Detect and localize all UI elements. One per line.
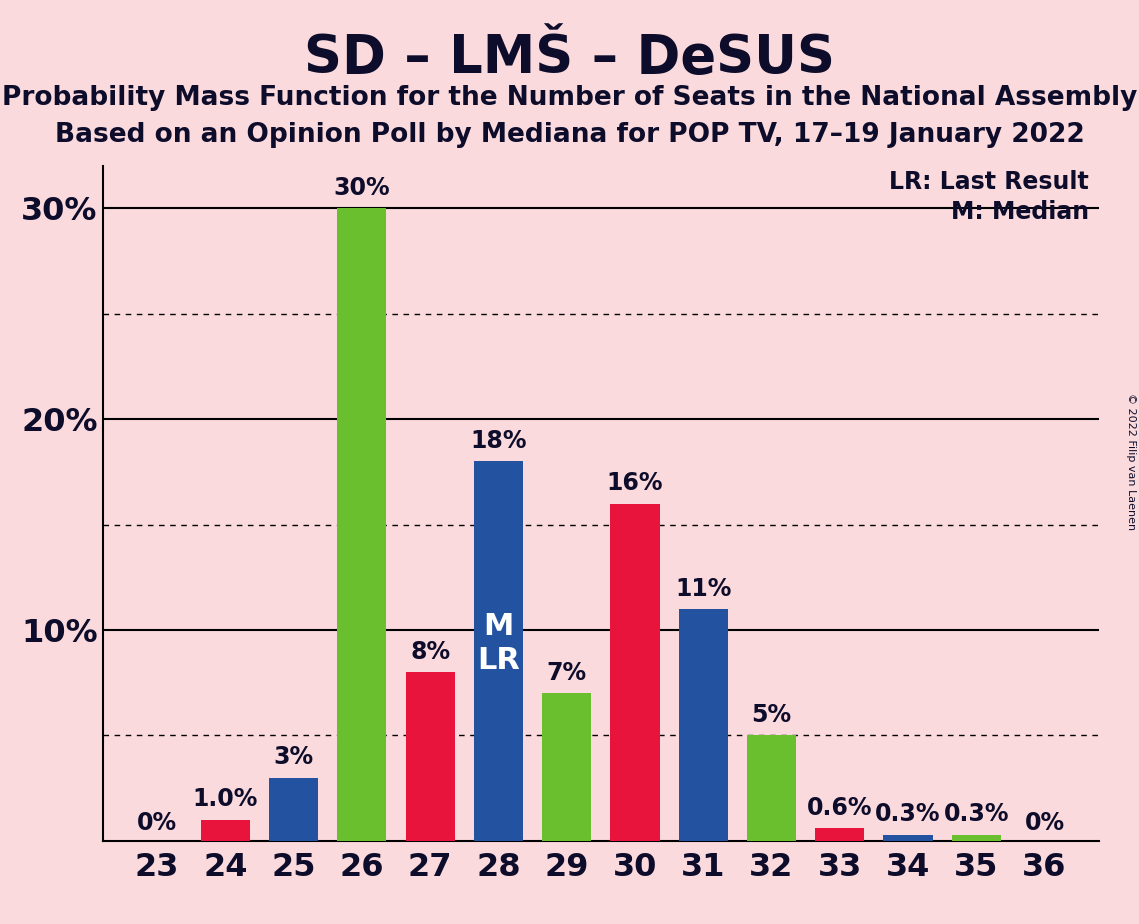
Text: 0.3%: 0.3% bbox=[943, 802, 1009, 826]
Text: 18%: 18% bbox=[470, 429, 526, 453]
Bar bbox=[884, 834, 933, 841]
Bar bbox=[542, 693, 591, 841]
Text: SD – LMŠ – DeSUS: SD – LMŠ – DeSUS bbox=[304, 32, 835, 84]
Bar bbox=[679, 609, 728, 841]
Text: 3%: 3% bbox=[273, 745, 313, 769]
Text: 16%: 16% bbox=[607, 471, 663, 495]
Bar bbox=[611, 504, 659, 841]
Text: 11%: 11% bbox=[675, 577, 731, 601]
Bar bbox=[747, 736, 796, 841]
Bar bbox=[200, 820, 249, 841]
Text: 5%: 5% bbox=[752, 703, 792, 727]
Bar bbox=[816, 828, 865, 841]
Bar bbox=[405, 673, 454, 841]
Text: 30%: 30% bbox=[334, 176, 391, 201]
Text: LR: Last Result: LR: Last Result bbox=[890, 170, 1089, 194]
Text: M: Median: M: Median bbox=[951, 201, 1089, 224]
Bar bbox=[952, 834, 1001, 841]
Text: 0%: 0% bbox=[137, 810, 178, 834]
Text: 0.3%: 0.3% bbox=[875, 802, 941, 826]
Text: 7%: 7% bbox=[547, 661, 587, 685]
Text: 8%: 8% bbox=[410, 639, 450, 663]
Text: 1.0%: 1.0% bbox=[192, 787, 259, 811]
Text: Based on an Opinion Poll by Mediana for POP TV, 17–19 January 2022: Based on an Opinion Poll by Mediana for … bbox=[55, 122, 1084, 148]
Bar bbox=[474, 461, 523, 841]
Text: 0.6%: 0.6% bbox=[808, 796, 872, 820]
Bar bbox=[269, 778, 318, 841]
Bar bbox=[337, 209, 386, 841]
Text: M
LR: M LR bbox=[477, 613, 519, 675]
Text: Probability Mass Function for the Number of Seats in the National Assembly: Probability Mass Function for the Number… bbox=[2, 85, 1137, 111]
Text: 0%: 0% bbox=[1024, 810, 1065, 834]
Text: © 2022 Filip van Laenen: © 2022 Filip van Laenen bbox=[1126, 394, 1136, 530]
